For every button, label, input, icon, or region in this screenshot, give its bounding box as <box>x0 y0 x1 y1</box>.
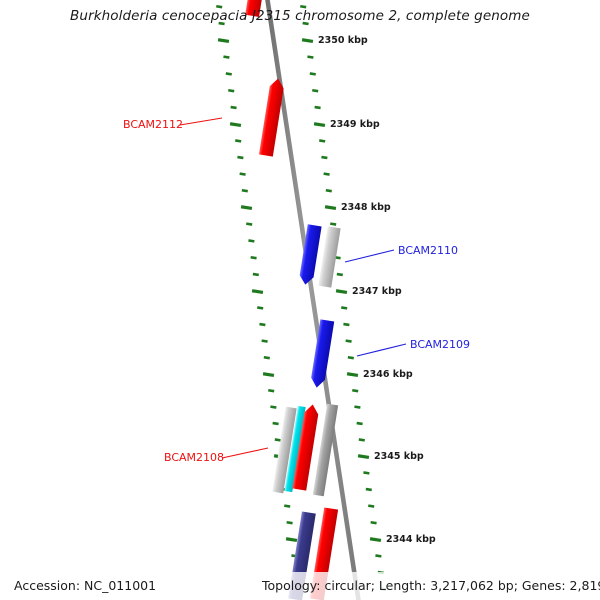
ruler-minor-tick <box>239 172 246 176</box>
gene-bar-bcam2109[interactable] <box>310 319 335 388</box>
ruler-minor-tick <box>300 4 307 9</box>
gene-bar-neighbor[interactable] <box>318 226 341 288</box>
gene-bar-neighbor[interactable] <box>312 403 339 497</box>
ruler-minor-tick <box>345 339 352 343</box>
ruler-minor-tick <box>375 554 382 558</box>
gene-bar-neighbor[interactable] <box>272 406 297 494</box>
ruler-ticks-left <box>216 4 303 591</box>
ruler-minor-tick <box>252 272 259 277</box>
gene-bar-neighbor[interactable] <box>284 405 306 493</box>
ruler-minor-tick <box>250 255 257 260</box>
ruler-minor-tick <box>312 88 319 93</box>
ruler-major-tick <box>251 289 264 295</box>
ruler-minor-tick <box>309 72 316 76</box>
gene-bar-bcam2108[interactable] <box>292 403 319 491</box>
ruler-tick-label: 2346 kbp <box>363 369 413 380</box>
ruler-minor-tick <box>248 239 255 243</box>
gene-leader-line-bcam2109 <box>356 343 407 357</box>
ruler-minor-tick <box>314 105 321 110</box>
ruler-minor-tick <box>228 88 235 93</box>
gene-bar-bcam2110[interactable] <box>298 224 322 285</box>
gene-leader-line-bcam2112 <box>179 117 223 126</box>
sequence-details-text: Topology: circular; Length: 3,217,062 bp… <box>262 578 600 593</box>
ruler-minor-tick <box>319 139 326 143</box>
ruler-tick-label: 2349 kbp <box>330 119 380 130</box>
ruler-major-tick <box>346 372 359 378</box>
ruler-minor-tick <box>307 55 314 59</box>
ruler-minor-tick <box>259 322 266 327</box>
ruler-minor-tick <box>323 172 330 176</box>
gene-label-bcam2108[interactable]: BCAM2108 <box>164 451 224 464</box>
ruler-minor-tick <box>302 21 309 26</box>
ruler-minor-tick <box>341 306 348 310</box>
ruler-major-tick <box>313 122 326 128</box>
ruler-minor-tick <box>261 339 268 343</box>
gene-label-bcam2109[interactable]: BCAM2109 <box>410 338 470 351</box>
ruler-major-tick <box>229 122 242 128</box>
ruler-minor-tick <box>354 405 361 409</box>
gene-bar-bcam2112[interactable] <box>258 77 285 157</box>
ruler-minor-tick <box>241 188 248 193</box>
ruler-minor-tick <box>370 520 377 525</box>
ruler-minor-tick <box>321 155 328 160</box>
ruler-minor-tick <box>257 306 264 310</box>
accession-text: Accession: NC_011001 <box>14 578 157 593</box>
ruler-minor-tick <box>237 155 244 160</box>
ruler-minor-tick <box>356 421 363 426</box>
gene-label-layer[interactable]: BCAM2112 BCAM2110 BCAM2109 BCAM2108 <box>123 117 470 464</box>
gene-features[interactable] <box>245 0 341 600</box>
ruler-minor-tick <box>235 139 242 143</box>
ruler-ticks-right[interactable]: 2350 kbp 2349 kbp 2348 kbp 2347 kbp 2346 kbp… <box>300 4 436 591</box>
ruler-major-tick <box>369 537 382 543</box>
ruler-major-tick <box>357 454 370 460</box>
ruler-minor-tick <box>263 355 270 360</box>
ruler-minor-tick <box>330 222 337 226</box>
ruler-major-tick <box>324 205 337 211</box>
ruler-minor-tick <box>216 4 223 9</box>
ruler-minor-tick <box>274 438 281 442</box>
ruler-minor-tick <box>286 520 293 525</box>
gene-leader-line-bcam2108 <box>221 447 269 459</box>
ruler-minor-tick <box>336 272 343 277</box>
ruler-major-tick <box>301 38 314 44</box>
ruler-tick-label: 2348 kbp <box>341 202 391 213</box>
ruler-tick-label: 2347 kbp <box>352 286 402 297</box>
ruler-minor-tick <box>347 355 354 360</box>
ruler-major-tick <box>217 38 230 44</box>
gene-leader-line-bcam2110 <box>344 249 395 263</box>
ruler-minor-tick <box>368 504 375 508</box>
ruler-minor-tick <box>218 21 225 26</box>
ruler-minor-tick <box>365 487 372 492</box>
ruler-minor-tick <box>343 322 350 327</box>
ruler-minor-tick <box>363 471 370 475</box>
gene-label-bcam2110[interactable]: BCAM2110 <box>398 244 458 257</box>
ruler-minor-tick <box>230 105 237 110</box>
ruler-tick-label: 2344 kbp <box>386 534 436 545</box>
ruler-minor-tick <box>352 388 359 393</box>
ruler-tick-label: 2345 kbp <box>374 451 424 462</box>
status-bar: Accession: NC_011001 Topology: circular;… <box>0 572 600 600</box>
ruler-minor-tick <box>270 405 277 409</box>
ruler-minor-tick <box>246 222 253 226</box>
ruler-major-tick <box>262 372 275 378</box>
ruler-minor-tick <box>272 421 279 426</box>
ruler-minor-tick <box>223 55 230 59</box>
ruler-minor-tick <box>325 188 332 193</box>
ruler-minor-tick <box>225 72 232 76</box>
ruler-major-tick <box>335 289 348 295</box>
top-red-gene[interactable] <box>245 0 263 17</box>
ruler-minor-tick <box>358 438 365 442</box>
ruler-minor-tick <box>284 504 291 508</box>
ruler-major-tick <box>285 537 298 543</box>
ruler-minor-tick <box>268 388 275 393</box>
ruler-tick-label: 2350 kbp <box>318 35 368 46</box>
ruler-major-tick <box>240 205 253 211</box>
gene-label-bcam2112[interactable]: BCAM2112 <box>123 118 183 131</box>
